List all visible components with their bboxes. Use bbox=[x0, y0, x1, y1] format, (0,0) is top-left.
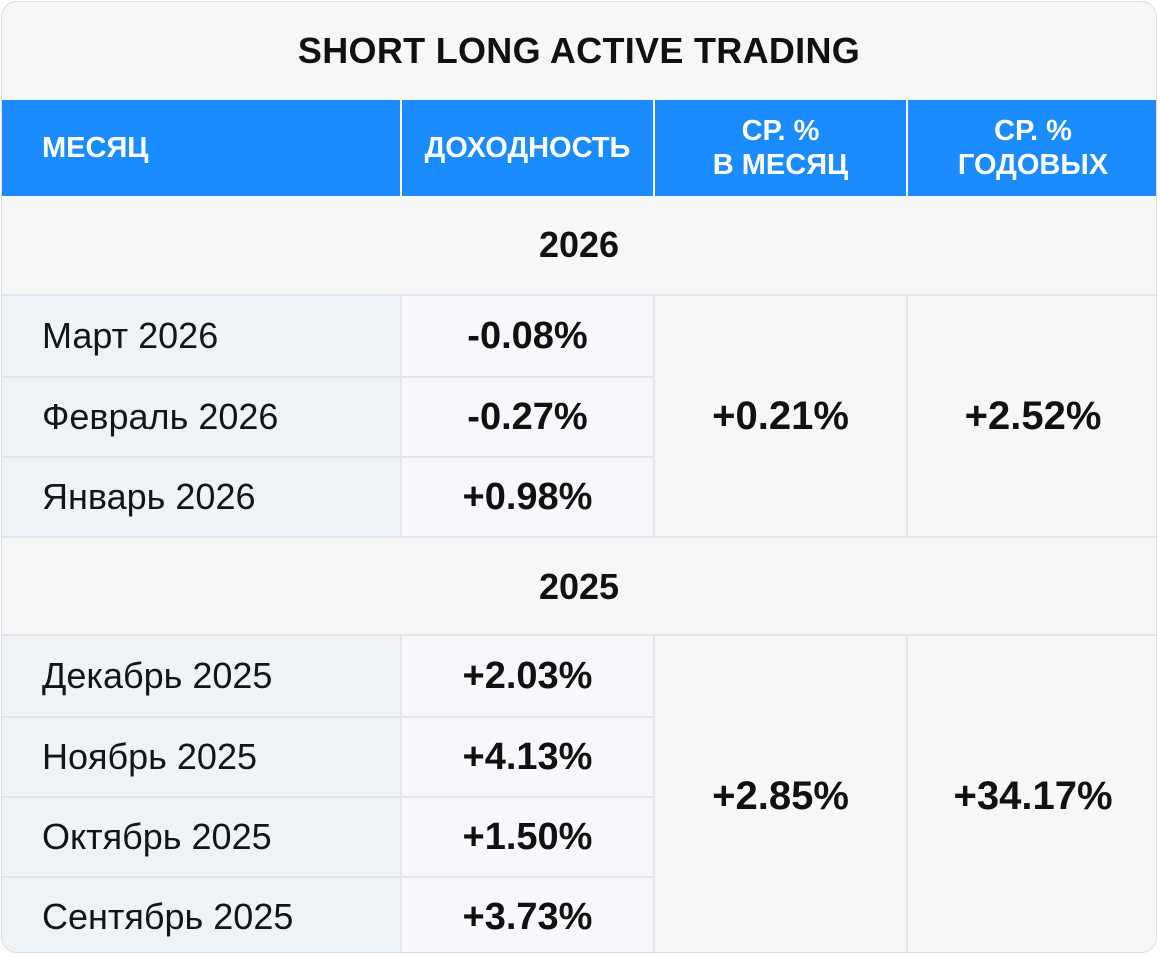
month-cell: Март 2026 bbox=[2, 296, 400, 376]
row-divider bbox=[2, 294, 1156, 296]
avg-month-cell: +2.85% bbox=[655, 636, 906, 952]
column-divider bbox=[653, 296, 655, 536]
table-header: МЕСЯЦ ДОХОДНОСТЬ СР. % В МЕСЯЦ СР. % ГОД… bbox=[2, 100, 1156, 196]
return-cell: +4.13% bbox=[402, 718, 653, 796]
return-cell: +3.73% bbox=[402, 878, 653, 952]
return-cell: -0.08% bbox=[402, 296, 653, 376]
row-divider bbox=[2, 634, 1156, 636]
month-cell: Февраль 2026 bbox=[2, 378, 400, 456]
year-group-2025: Декабрь 2025 +2.03% Ноябрь 2025 +4.13% О… bbox=[2, 636, 1156, 952]
avg-month-cell: +0.21% bbox=[655, 296, 906, 536]
column-divider bbox=[400, 296, 402, 536]
header-return: ДОХОДНОСТЬ bbox=[424, 132, 631, 164]
header-avg-month-line1: СР. % bbox=[741, 115, 820, 147]
year-row: 2026 bbox=[2, 196, 1156, 294]
column-divider bbox=[906, 636, 908, 952]
header-avg-year: СР. % ГОДОВЫХ bbox=[908, 100, 1156, 196]
month-cell: Ноябрь 2025 bbox=[2, 718, 400, 796]
avg-year-cell: +2.52% bbox=[908, 296, 1156, 536]
header-avg-year-line2: ГОДОВЫХ bbox=[957, 149, 1109, 181]
header-month: МЕСЯЦ bbox=[42, 132, 149, 164]
header-divider bbox=[653, 100, 655, 196]
header-divider bbox=[400, 100, 402, 196]
row-divider bbox=[2, 716, 654, 718]
header-avg-year-line1: СР. % bbox=[994, 115, 1072, 147]
month-cell: Октябрь 2025 bbox=[2, 798, 400, 876]
month-cell: Январь 2026 bbox=[2, 458, 400, 536]
header-divider bbox=[906, 100, 908, 196]
return-cell: -0.27% bbox=[402, 378, 653, 456]
row-divider bbox=[2, 456, 654, 458]
row-divider bbox=[2, 796, 654, 798]
year-row: 2025 bbox=[2, 538, 1156, 636]
month-cell: Сентябрь 2025 bbox=[2, 878, 400, 952]
column-divider bbox=[906, 296, 908, 536]
return-cell: +2.03% bbox=[402, 636, 653, 716]
return-cell: +1.50% bbox=[402, 798, 653, 876]
row-divider bbox=[2, 536, 1156, 538]
header-avg-month-line2: В МЕСЯЦ bbox=[712, 149, 849, 181]
table-title: SHORT LONG ACTIVE TRADING bbox=[297, 30, 861, 71]
month-cell: Декабрь 2025 bbox=[2, 636, 400, 716]
column-divider bbox=[400, 636, 402, 952]
avg-year-cell: +34.17% bbox=[908, 636, 1156, 952]
column-divider bbox=[653, 636, 655, 952]
return-cell: +0.98% bbox=[402, 458, 653, 536]
row-divider bbox=[2, 376, 654, 378]
year-group-2026: Март 2026 -0.08% Февраль 2026 -0.27% Янв… bbox=[2, 296, 1156, 536]
header-avg-month: СР. % В МЕСЯЦ bbox=[655, 100, 906, 196]
row-divider bbox=[2, 876, 654, 878]
